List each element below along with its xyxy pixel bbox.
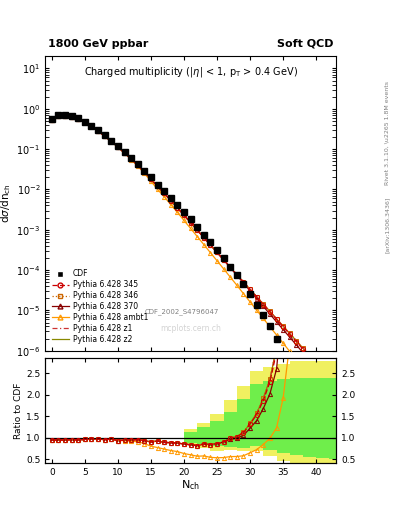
Y-axis label: d$\sigma$/dn$_{\rm ch}$: d$\sigma$/dn$_{\rm ch}$ <box>0 184 13 223</box>
Legend: CDF, Pythia 6.428 345, Pythia 6.428 346, Pythia 6.428 370, Pythia 6.428 ambt1, P: CDF, Pythia 6.428 345, Pythia 6.428 346,… <box>49 266 151 347</box>
Text: [arXiv:1306.3436]: [arXiv:1306.3436] <box>385 197 389 253</box>
X-axis label: N$_{\rm ch}$: N$_{\rm ch}$ <box>181 479 200 493</box>
Y-axis label: Ratio to CDF: Ratio to CDF <box>14 382 23 439</box>
Text: Rivet 3.1.10, \u2265 1.8M events: Rivet 3.1.10, \u2265 1.8M events <box>385 81 389 185</box>
Text: 1800 GeV ppbar: 1800 GeV ppbar <box>48 39 149 49</box>
Text: Charged multiplicity ($|\eta|$ < 1, p$_{\rm T}$ > 0.4 GeV): Charged multiplicity ($|\eta|$ < 1, p$_{… <box>84 65 298 79</box>
Text: CDF_2002_S4796047: CDF_2002_S4796047 <box>145 309 219 315</box>
Text: mcplots.cern.ch: mcplots.cern.ch <box>160 324 221 333</box>
Text: Soft QCD: Soft QCD <box>277 39 333 49</box>
